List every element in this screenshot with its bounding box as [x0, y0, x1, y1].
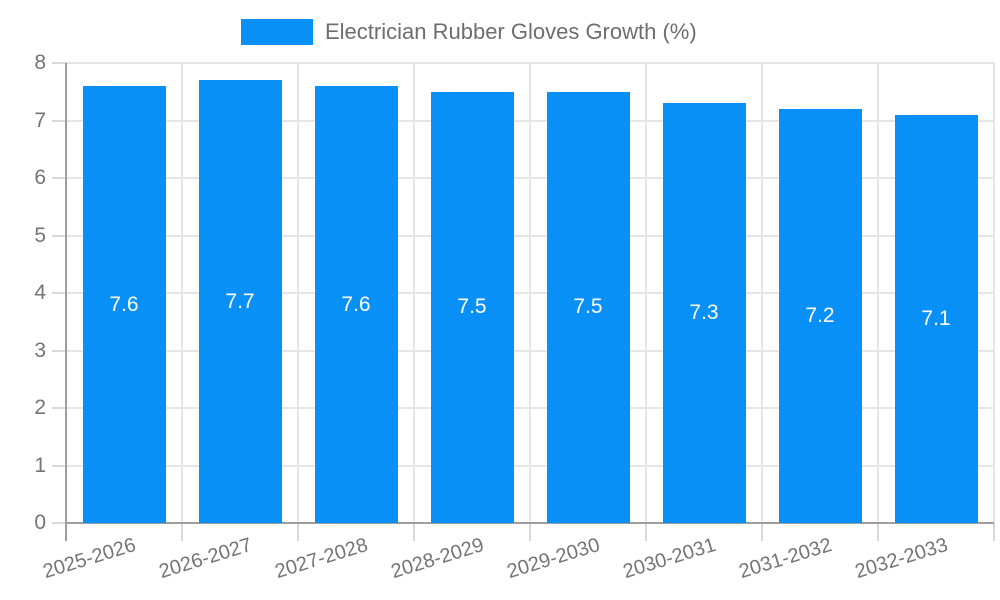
bar	[82, 86, 166, 523]
bar-value-label: 7.2	[805, 304, 835, 327]
bar-value-label: 7.3	[689, 301, 719, 325]
bar-value-label: 7.7	[225, 289, 255, 313]
y-tick	[52, 177, 66, 179]
y-axis-label: 1	[34, 453, 46, 477]
legend[interactable]: Electrician Rubber Gloves Growth (%)	[241, 19, 697, 45]
v-gridline	[529, 63, 531, 523]
bar-value-label: 7.6	[341, 292, 371, 316]
y-tick	[52, 62, 66, 64]
x-tick	[181, 523, 183, 541]
y-axis-label: 8	[34, 51, 46, 74]
bar	[314, 86, 398, 523]
v-gridline	[181, 63, 183, 523]
y-axis-label: 0	[34, 511, 46, 534]
bar	[778, 109, 862, 523]
x-tick	[877, 523, 879, 541]
bar-value-label: 7.1	[921, 306, 951, 330]
x-axis-line	[66, 522, 994, 524]
x-tick	[297, 523, 299, 541]
x-tick	[413, 523, 415, 541]
y-tick	[52, 119, 66, 122]
x-tick	[993, 523, 995, 541]
v-gridline	[877, 63, 879, 523]
x-tick	[761, 523, 763, 541]
y-tick	[52, 349, 66, 352]
bar	[198, 80, 282, 523]
y-axis-label: 7	[34, 108, 46, 132]
v-gridline	[297, 63, 299, 523]
legend-label: Electrician Rubber Gloves Growth (%)	[325, 19, 697, 44]
y-tick	[52, 234, 66, 237]
y-axis-line	[65, 63, 67, 541]
bar	[894, 114, 978, 523]
y-axis-label: 2	[34, 396, 46, 419]
y-tick	[52, 292, 66, 294]
bar-value-label: 7.5	[573, 295, 603, 319]
y-axis-label: 6	[34, 166, 46, 189]
bar-value-label: 7.6	[109, 292, 139, 316]
y-tick	[52, 522, 66, 524]
legend-series-swatch	[241, 19, 313, 45]
v-gridline	[761, 63, 763, 523]
y-axis-label: 4	[34, 281, 46, 304]
bar	[430, 91, 514, 523]
y-axis-label: 3	[34, 338, 46, 362]
x-tick	[645, 523, 647, 541]
v-gridline	[645, 63, 647, 523]
x-tick	[529, 523, 531, 541]
y-tick	[52, 407, 66, 409]
bar	[662, 103, 746, 523]
bar	[546, 91, 630, 523]
v-gridline	[413, 63, 415, 523]
bar-value-label: 7.5	[457, 295, 487, 319]
y-axis-label: 5	[34, 223, 46, 247]
v-gridline	[993, 63, 995, 523]
y-tick	[52, 464, 66, 467]
